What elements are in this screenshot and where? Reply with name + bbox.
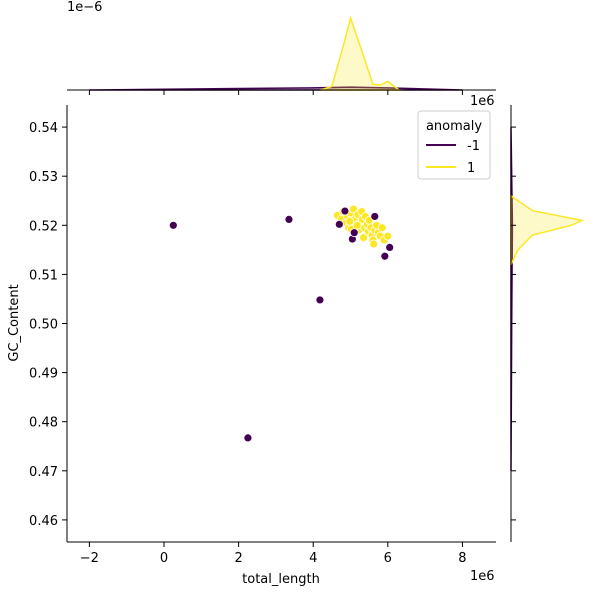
right-marginal-ticks	[511, 126, 516, 521]
legend-label-1: 1	[467, 161, 475, 176]
x-tick-label: 2	[234, 551, 242, 566]
right-marginal-scale-label: 1e6	[470, 94, 495, 109]
legend-title: anomaly	[426, 119, 482, 134]
scatter-point-anomaly	[340, 206, 350, 216]
x-tick-label: −2	[80, 551, 99, 566]
scatter-point-anomaly	[284, 215, 294, 224]
top-marginal-areas	[89, 15, 463, 91]
x-axis-scale-label: 1e6	[470, 569, 495, 584]
scatter-point-normal	[345, 216, 355, 226]
right-marginal-areas	[510, 127, 585, 471]
scatter-point-anomaly	[315, 295, 325, 305]
legend-label-neg1: -1	[467, 139, 480, 154]
y-tick-label: 0.46	[29, 514, 58, 529]
scatter-point-anomaly	[334, 219, 344, 229]
y-ticks: 0.46 0.47 0.48 0.49 0.50 0.51 0.52 0.53 0.54	[29, 121, 67, 529]
main-plot: −2 0 2 4 6 8 0.46 0.47 0.48 0.49 0.50 0.51 0.52 0.53…	[7, 105, 496, 587]
top-marginal-ticks	[88, 90, 463, 95]
scatter-point-anomaly	[385, 242, 395, 252]
top-marginal-scale-label: 1e−6	[67, 0, 102, 15]
scatter-points	[168, 204, 395, 443]
scatter-point-normal	[352, 220, 362, 230]
y-axis-title: GC_Content	[7, 284, 22, 361]
top-marginal: 1e−6	[67, 0, 496, 95]
top-marginal-density-1	[320, 15, 402, 91]
y-tick-label: 0.54	[29, 121, 58, 136]
x-tick-label: 4	[309, 551, 317, 566]
right-marginal-density-1	[510, 194, 585, 265]
x-tick-label: 6	[384, 551, 392, 566]
y-tick-label: 0.52	[29, 219, 58, 234]
x-ticks: −2 0 2 4 6 8	[80, 542, 467, 566]
scatter-point-normal	[377, 223, 387, 233]
y-tick-label: 0.47	[29, 465, 58, 480]
scatter-point-normal	[369, 239, 379, 249]
right-marginal: 1e6	[470, 94, 585, 542]
scatter-point-anomaly	[168, 220, 178, 230]
scatter-point-anomaly	[380, 251, 390, 261]
scatter-point-anomaly	[243, 433, 253, 443]
scatter-point-normal	[359, 233, 368, 242]
scatter-point-normal	[383, 231, 393, 241]
x-tick-label: 0	[160, 551, 168, 566]
scatter-point-anomaly	[349, 228, 359, 238]
scatter-point-anomaly	[370, 212, 380, 221]
legend: anomaly -1 1	[417, 110, 491, 180]
x-axis-title: total_length	[242, 572, 320, 587]
y-tick-label: 0.51	[29, 268, 58, 283]
y-tick-label: 0.53	[29, 170, 58, 185]
y-tick-label: 0.50	[29, 318, 58, 333]
y-tick-label: 0.48	[29, 416, 58, 431]
x-tick-label: 8	[458, 551, 466, 566]
y-tick-label: 0.49	[29, 367, 58, 382]
